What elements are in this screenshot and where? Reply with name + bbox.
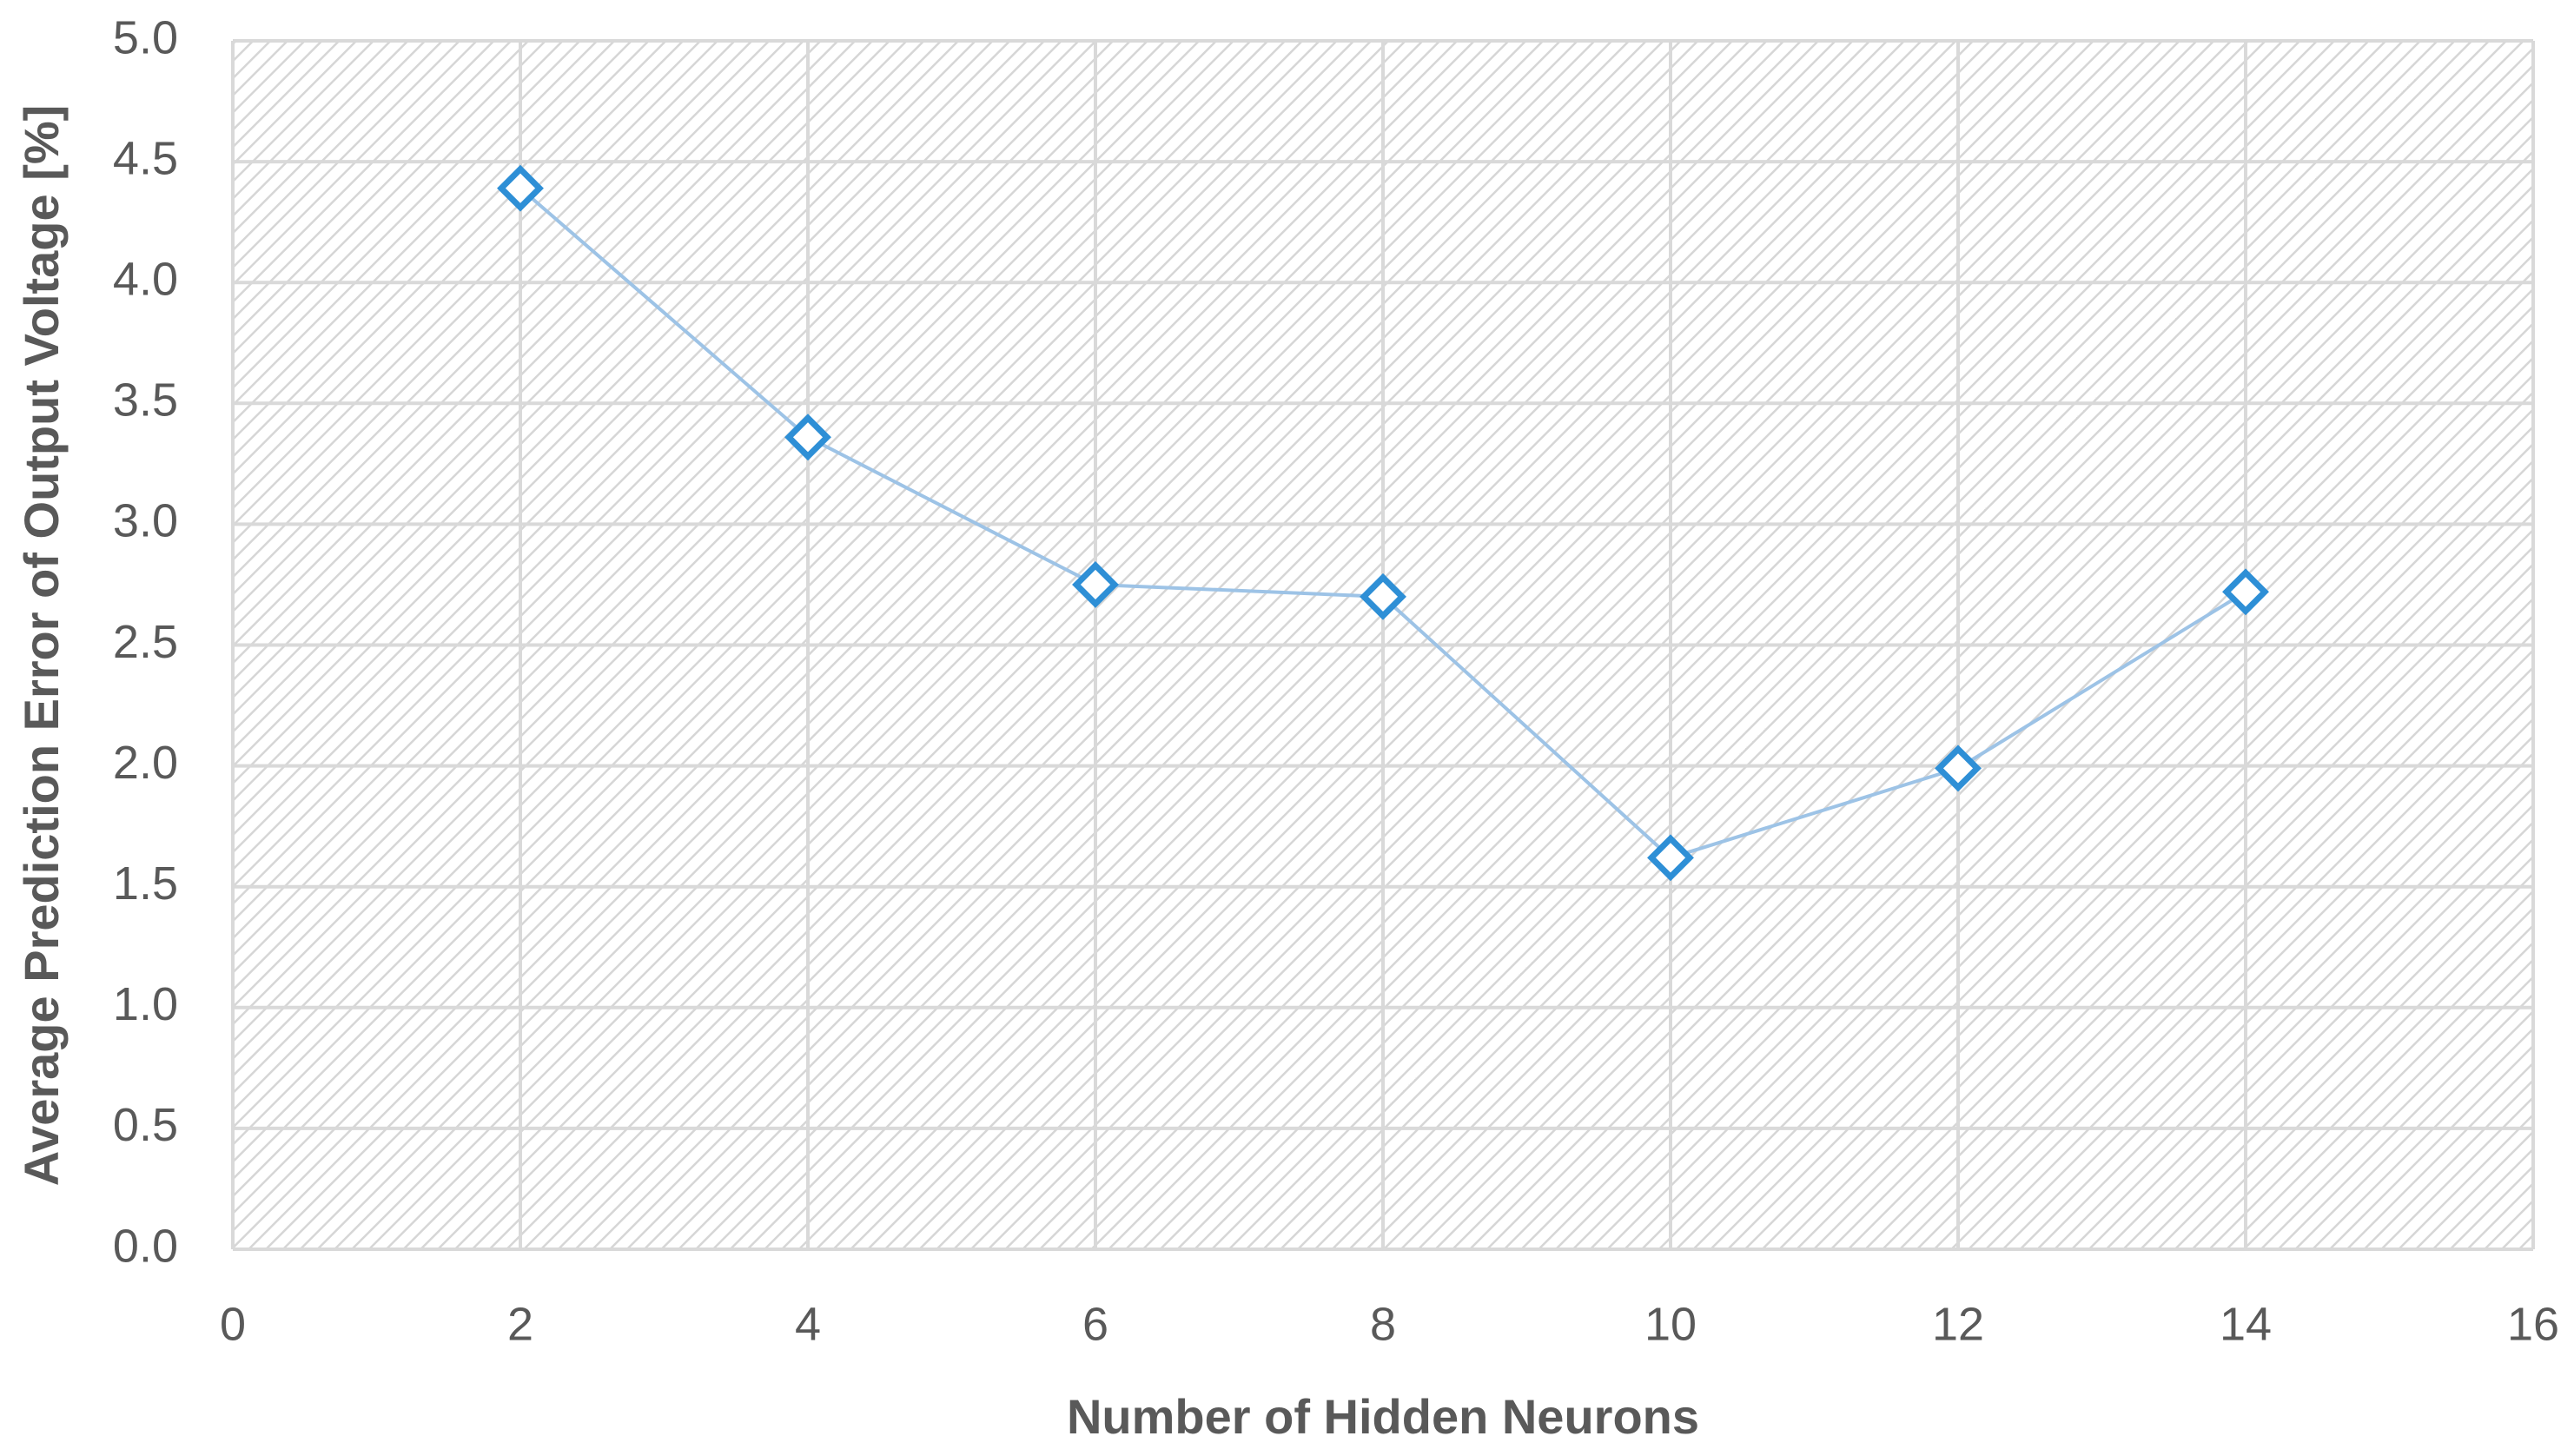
y-axis-title: Average Prediction Error of Output Volta… [14, 105, 69, 1187]
marker [1935, 745, 1982, 792]
x-tick-label: 12 [1932, 1298, 1984, 1350]
marker [2222, 568, 2269, 616]
marker [1072, 561, 1119, 608]
x-tick-label: 14 [2220, 1298, 2272, 1350]
y-tick-label: 3.5 [113, 374, 178, 427]
marker [497, 164, 544, 212]
y-tick-label: 5.0 [113, 11, 178, 63]
y-tick-label: 1.5 [113, 857, 178, 910]
marker [1360, 572, 1406, 620]
x-tick-label: 4 [795, 1298, 821, 1350]
marker [784, 414, 831, 461]
y-tick-label: 0.0 [113, 1220, 178, 1272]
y-tick-label: 4.5 [113, 132, 178, 184]
x-tick-label: 8 [1370, 1298, 1396, 1350]
y-tick-label: 1.0 [113, 978, 178, 1030]
x-tick-label: 10 [1644, 1298, 1697, 1350]
x-tick-label: 2 [507, 1298, 533, 1350]
marker [1647, 834, 1694, 882]
y-tick-label: 4.0 [113, 253, 178, 305]
y-tick-label: 2.0 [113, 737, 178, 789]
x-tick-label: 0 [220, 1298, 246, 1350]
y-tick-label: 3.0 [113, 495, 178, 547]
y-tick-label: 0.5 [113, 1099, 178, 1151]
x-tick-label: 6 [1082, 1298, 1108, 1350]
x-axis-title: Number of Hidden Neurons [1067, 1389, 1699, 1444]
x-tick-label: 16 [2507, 1298, 2559, 1350]
y-tick-label: 2.5 [113, 616, 178, 668]
